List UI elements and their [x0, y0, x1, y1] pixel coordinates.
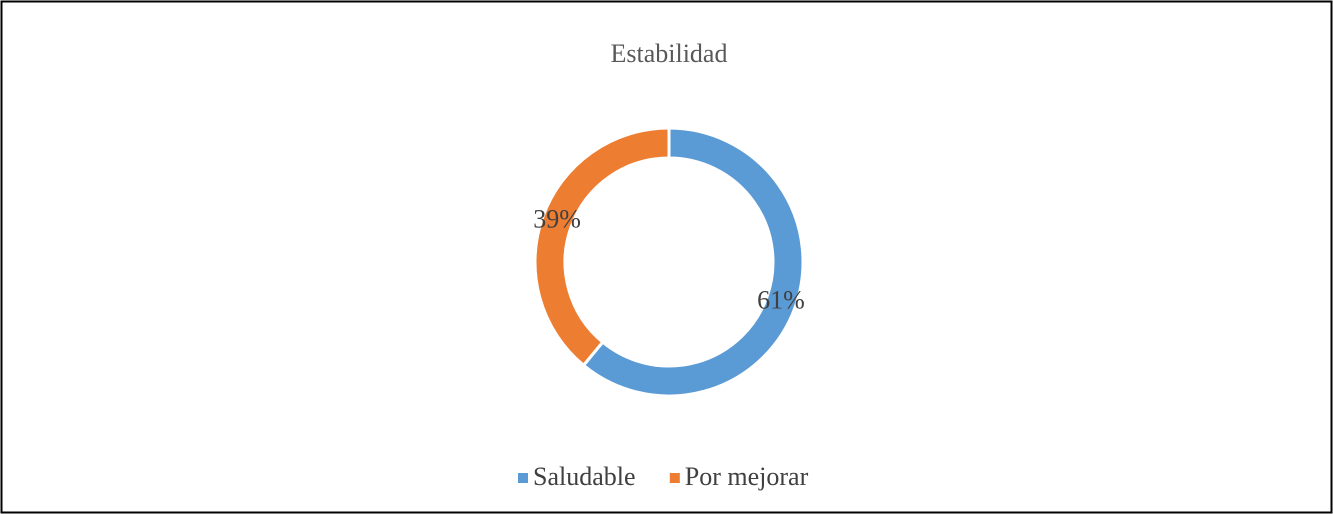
donut-segment	[581, 126, 805, 398]
legend-swatch	[669, 473, 680, 483]
data-label: 39%	[533, 205, 581, 234]
data-label: 61%	[757, 285, 805, 314]
legend-swatch	[518, 473, 528, 483]
donut-segment	[533, 126, 671, 368]
chart-title: Estabilidad	[611, 39, 728, 68]
legend-label: Por mejorar	[685, 462, 809, 491]
legend-label: Saludable	[533, 462, 636, 491]
